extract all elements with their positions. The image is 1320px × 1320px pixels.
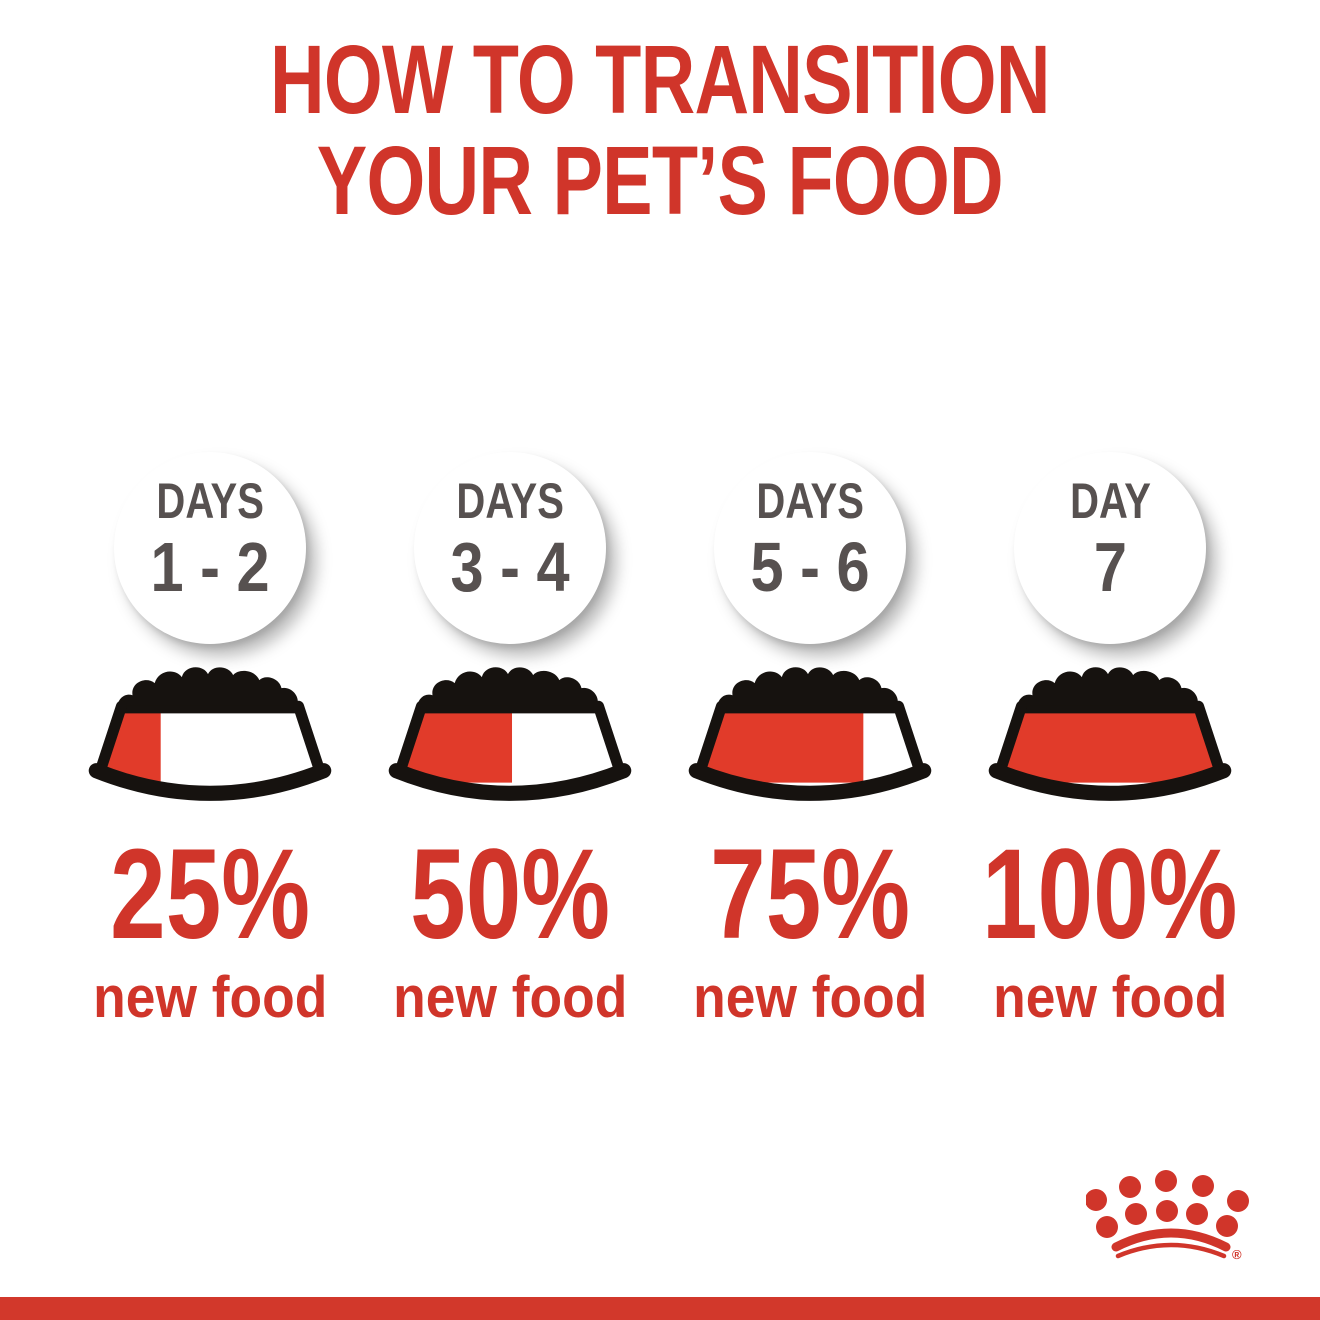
- percent-caption: new food: [692, 965, 928, 1030]
- day-badge: DAYS 1 - 2: [114, 452, 306, 644]
- day-range: 5 - 6: [750, 528, 870, 606]
- day-badge: DAYS 3 - 4: [414, 452, 606, 644]
- page-title: HOW TO TRANSITION YOUR PET’S FOOD: [0, 25, 1320, 235]
- step-column-day-7: DAY 7 100% new food: [960, 452, 1260, 1027]
- percent-new-food: 75%: [710, 823, 910, 966]
- kibble-mound: [1017, 667, 1202, 715]
- title-line-2: YOUR PET’S FOOD: [316, 125, 1004, 235]
- percent-caption: new food: [92, 965, 328, 1030]
- bottom-red-bar: [0, 1297, 1320, 1320]
- day-label: DAYS: [456, 473, 564, 529]
- food-bowl-icon: [988, 667, 1232, 801]
- percent-new-food: 50%: [410, 823, 610, 966]
- day-label: DAY: [1069, 473, 1151, 529]
- day-label: DAYS: [156, 473, 264, 529]
- day-badge: DAYS 5 - 6: [714, 452, 906, 644]
- day-range: 3 - 4: [450, 528, 570, 606]
- registered-trademark-symbol: ®: [1232, 1247, 1242, 1262]
- kibble-mound: [717, 667, 902, 715]
- title-line-1: HOW TO TRANSITION: [270, 25, 1051, 134]
- transition-steps: DAYS 1 - 2 25% new food DAYS 3 - 4: [60, 452, 1260, 1027]
- percent-caption: new food: [392, 965, 628, 1030]
- day-badge: DAY 7: [1014, 452, 1206, 644]
- percent-new-food: 100%: [982, 823, 1238, 966]
- kibble-mound: [117, 667, 302, 715]
- percent-new-food: 25%: [110, 823, 310, 966]
- step-column-days-1-2: DAYS 1 - 2 25% new food: [60, 452, 360, 1027]
- new-food-fill: [1001, 710, 1219, 783]
- food-bowl-icon: [88, 667, 332, 801]
- step-column-days-3-4: DAYS 3 - 4 50% new food: [360, 452, 660, 1027]
- food-bowl-icon: [688, 667, 932, 801]
- percent-caption: new food: [992, 965, 1228, 1030]
- day-label: DAYS: [756, 473, 864, 529]
- step-column-days-5-6: DAYS 5 - 6 75% new food: [660, 452, 960, 1027]
- food-bowl-icon: [388, 667, 632, 801]
- new-food-fill: [701, 710, 864, 783]
- kibble-mound: [417, 667, 602, 715]
- day-range: 1 - 2: [150, 528, 270, 606]
- day-range: 7: [1093, 528, 1127, 606]
- royal-canin-crown-icon: ®: [1086, 1170, 1249, 1262]
